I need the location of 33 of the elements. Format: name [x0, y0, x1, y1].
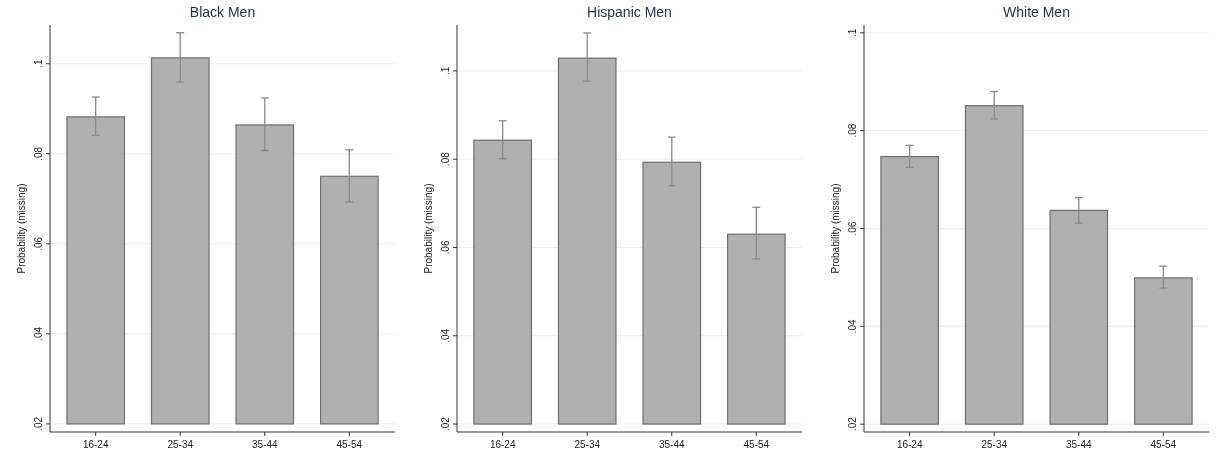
y-tick-label: .04: [440, 328, 451, 343]
y-tick-label: .08: [847, 123, 858, 138]
x-tick-label: 45-54: [1150, 439, 1177, 450]
y-tick-label: .02: [33, 416, 44, 431]
y-tick-label: .04: [33, 326, 44, 341]
y-tick-label: .08: [440, 151, 451, 167]
x-tick-label: 16-24: [489, 439, 516, 450]
y-tick-label: .06: [847, 221, 858, 236]
x-tick-label: 25-34: [981, 439, 1008, 450]
y-axis-title: Probability (missing): [423, 183, 434, 274]
chart-title: White Men: [1003, 4, 1070, 20]
chart-title: Hispanic Men: [587, 4, 672, 20]
x-tick-label: 35-44: [251, 439, 279, 450]
y-tick-label: .04: [847, 318, 858, 334]
x-tick-label: 16-24: [896, 439, 923, 450]
y-tick-label: .08: [33, 146, 44, 161]
chart-title: Black Men: [189, 4, 256, 20]
x-tick-label: 35-44: [658, 439, 686, 450]
y-tick-label: .02: [440, 416, 451, 432]
y-tick-label: .06: [440, 240, 451, 255]
y-tick-label: .1: [847, 28, 858, 37]
y-tick-label: .1: [33, 59, 44, 68]
x-tick-label: 25-34: [574, 439, 601, 450]
x-tick-label: 35-44: [1065, 439, 1093, 450]
y-tick-label: .02: [847, 416, 858, 432]
y-axis-title: Probability (missing): [16, 183, 27, 274]
y-tick-label: .1: [440, 66, 451, 76]
x-tick-label: 16-24: [82, 439, 109, 450]
x-tick-label: 25-34: [167, 439, 194, 450]
y-tick-label: .06: [33, 236, 44, 251]
y-axis-title: Probability (missing): [830, 183, 841, 274]
x-tick-label: 45-54: [743, 439, 770, 450]
x-tick-label: 45-54: [336, 439, 363, 450]
